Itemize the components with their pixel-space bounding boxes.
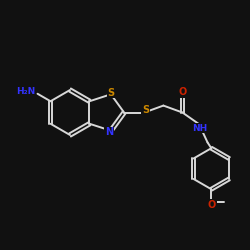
Text: O: O xyxy=(178,87,186,97)
Text: S: S xyxy=(142,105,149,115)
Text: S: S xyxy=(107,88,114,98)
Text: O: O xyxy=(208,200,216,210)
Text: NH: NH xyxy=(192,124,207,133)
Text: N: N xyxy=(105,128,113,138)
Text: H₂N: H₂N xyxy=(16,87,35,96)
